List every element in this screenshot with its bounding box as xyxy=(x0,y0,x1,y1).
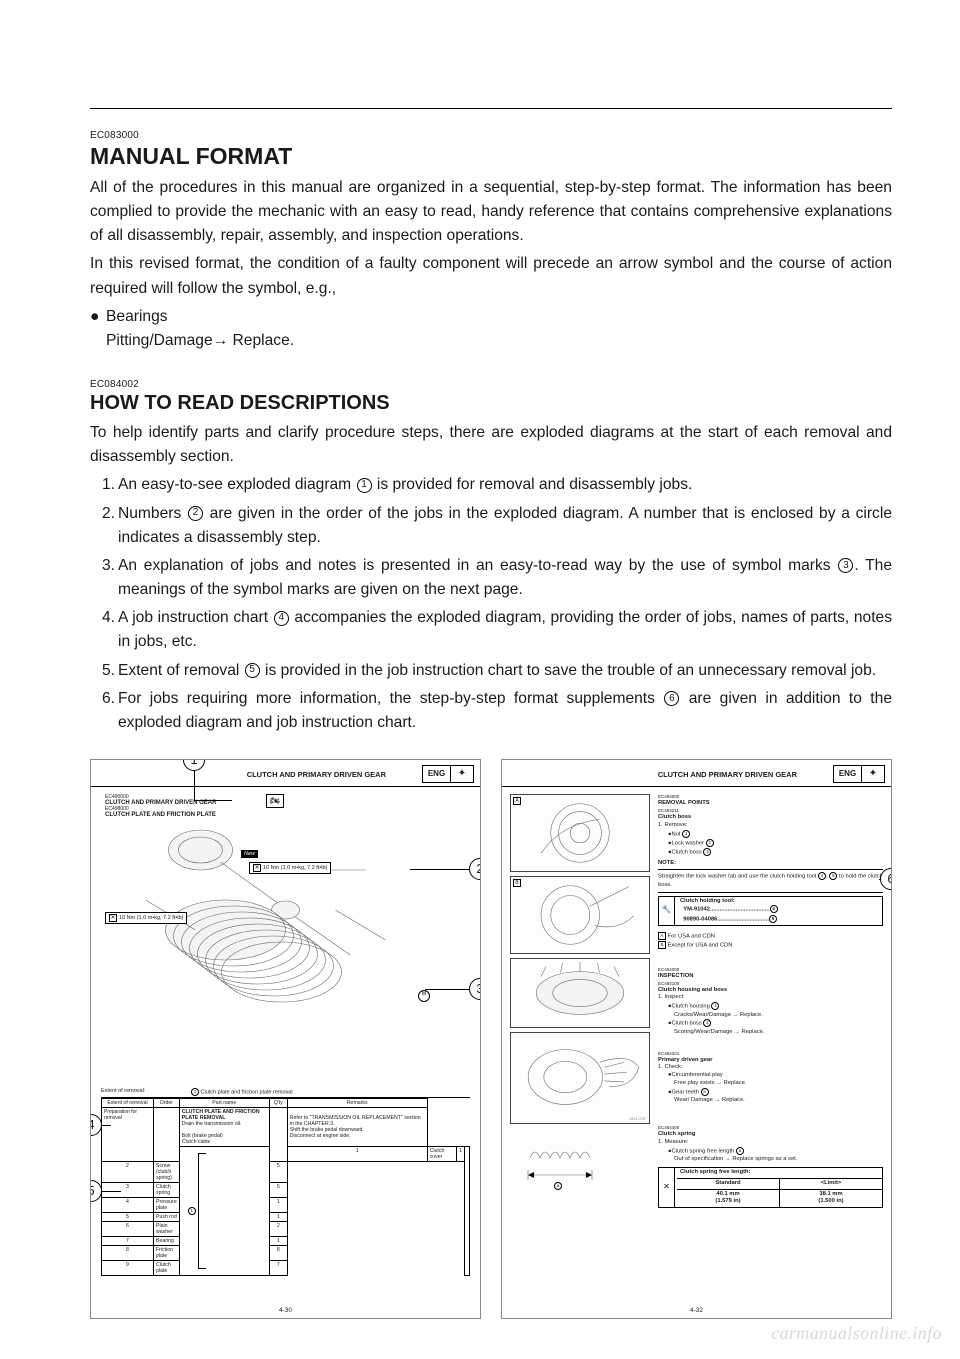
job-instruction-chart: Extent of removal: 1 Clutch plate and fr… xyxy=(101,1088,470,1276)
bullet-icon: ● xyxy=(90,305,106,329)
section-title: MANUAL FORMAT xyxy=(90,143,892,170)
ref-circle-5: 5 xyxy=(245,663,260,678)
wrench-icon: 🔧 xyxy=(659,897,675,926)
ref-circle-4: 4 xyxy=(274,611,289,626)
figure-b: B xyxy=(510,876,650,954)
page-number: 4-30 xyxy=(91,1307,480,1314)
paragraph: All of the procedures in this manual are… xyxy=(90,176,892,248)
torque-spec: ✕10 Nm (1.0 m•kg, 7.2 ft•lb) xyxy=(249,862,331,874)
figure-spring: a xyxy=(510,1128,650,1190)
paragraph: In this revised format, the condition of… xyxy=(90,252,892,300)
ref-circle-1: 1 xyxy=(357,478,372,493)
exploded-diagram: New ✕10 Nm (1.0 m•kg, 7.2 ft•lb) ✕10 Nm … xyxy=(101,820,470,1080)
panel-title: CLUTCH AND PRIMARY DRIVEN GEAR xyxy=(658,770,797,779)
tool-spec-box: 🔧 Clutch holding tool: YM-91042.........… xyxy=(658,896,883,927)
motorcycle-icon: 🏍 xyxy=(266,794,284,808)
figure-gear xyxy=(510,958,650,1028)
measure-icon: ✕ xyxy=(659,1168,675,1207)
callout-2: 2 xyxy=(469,858,481,880)
ref-circle-3: 3 xyxy=(838,558,853,573)
callout-3: 3 xyxy=(469,978,481,1000)
torque-spec: ✕10 Nm (1.0 m•kg, 7.2 ft•lb) xyxy=(105,912,187,924)
instruction-list: 1.An easy-to-see exploded diagram 1 is p… xyxy=(90,473,892,735)
figure-a: A xyxy=(510,794,650,872)
new-badge: New xyxy=(241,850,258,858)
spring-spec-box: ✕ Clutch spring free length: Standard <L… xyxy=(658,1167,883,1208)
engine-icon: ✦ xyxy=(451,766,473,782)
ref-circle-6: 6 xyxy=(664,691,679,706)
page-number: 4-32 xyxy=(502,1307,891,1314)
panel-title: CLUTCH AND PRIMARY DRIVEN GEAR xyxy=(247,770,386,779)
paragraph: To help identify parts and clarify proce… xyxy=(90,421,892,469)
watermark: carmanualsonline.info xyxy=(771,1323,942,1344)
bullet-sub: Pitting/Damage→ Replace. xyxy=(90,329,892,353)
section-title: HOW TO READ DESCRIPTIONS xyxy=(90,392,892,415)
sample-page-left: CLUTCH AND PRIMARY DRIVEN GEAR ENG ✦ EC4… xyxy=(90,759,481,1319)
eng-badge: ENG ✦ xyxy=(833,765,885,783)
sample-page-right: CLUTCH AND PRIMARY DRIVEN GEAR ENG ✦ 6 A xyxy=(501,759,892,1319)
bullet-text: Bearings xyxy=(106,305,168,329)
ref-circle-2: 2 xyxy=(188,506,203,521)
lube-symbol: M xyxy=(418,990,430,1002)
engine-icon: ✦ xyxy=(862,766,884,782)
section-code: EC083000 xyxy=(90,130,892,141)
figure-hand: 5111-22F xyxy=(510,1032,650,1124)
section-code: EC084002 xyxy=(90,379,892,390)
eng-badge: ENG ✦ xyxy=(422,765,474,783)
